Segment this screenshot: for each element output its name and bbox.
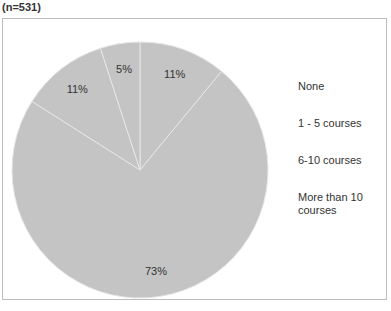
svg-text:11%: 11%	[164, 68, 185, 80]
html-text:1 - 5 courses: 1 - 5 courses	[298, 117, 362, 129]
html-text:More than 10 courses: More than 10 courses	[298, 191, 363, 216]
html-text:6-10 courses: 6-10 courses	[298, 154, 362, 166]
svg-text:5%: 5%	[116, 63, 132, 75]
svg-text:73%: 73%	[145, 265, 167, 277]
svg-text:11%: 11%	[67, 83, 88, 95]
html-text:None: None	[298, 80, 325, 92]
html-text:(n=531): (n=531)	[2, 1, 41, 13]
